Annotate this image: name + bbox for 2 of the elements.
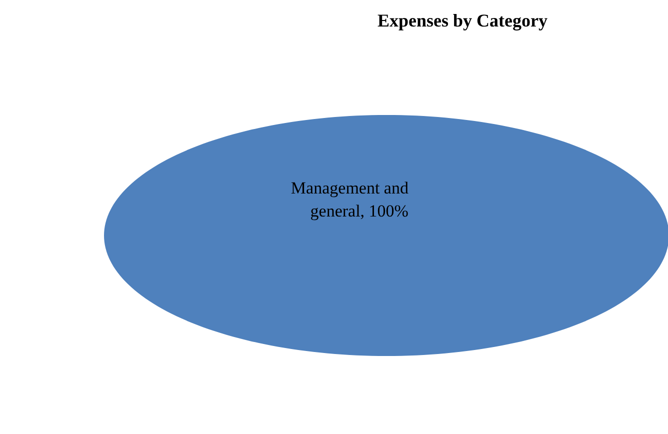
slice-label: Management and general, 100% bbox=[290, 178, 409, 220]
chart-title: Expenses by Category bbox=[378, 10, 548, 30]
